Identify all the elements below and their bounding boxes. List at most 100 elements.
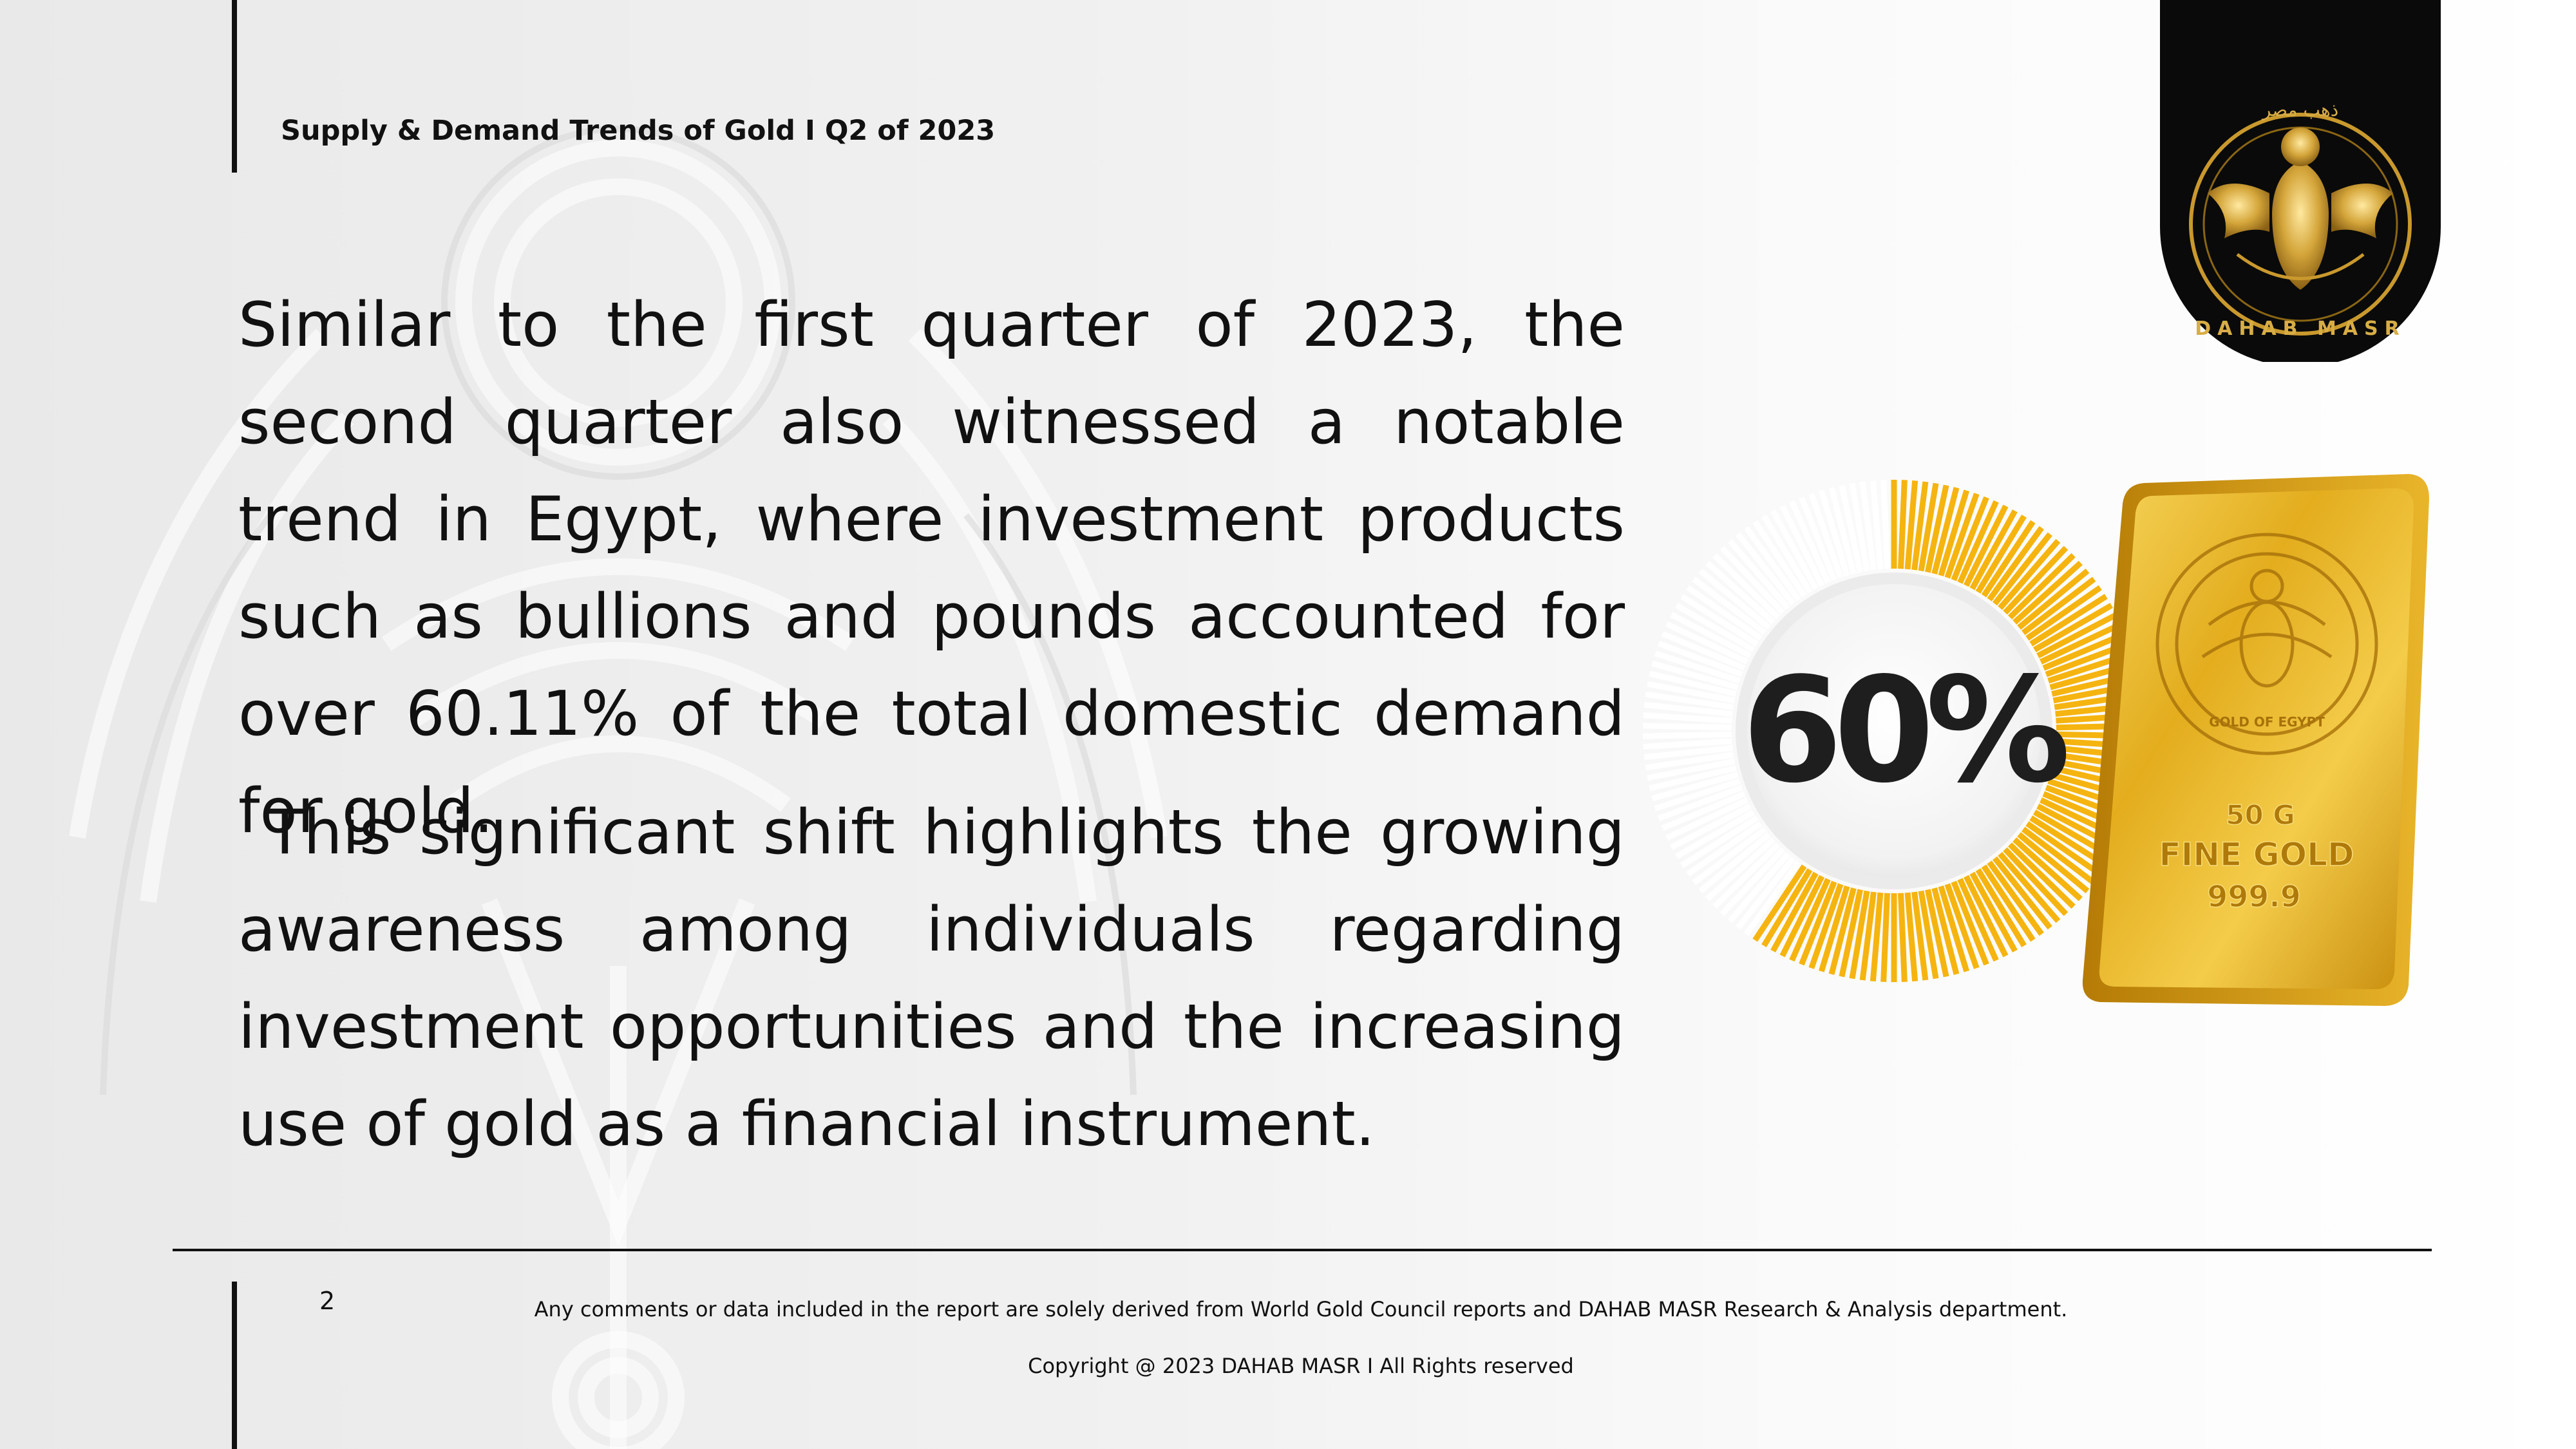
donut-tick-filled [1957, 500, 1999, 584]
donut-tick-filled [1918, 482, 1939, 572]
donut-tick-empty [1649, 670, 1737, 697]
donut-tick-filled [1870, 892, 1884, 982]
donut-tick-empty [1654, 650, 1741, 684]
donut-tick-filled [1981, 520, 2036, 598]
donut-tick-filled [1904, 480, 1918, 570]
donut-tick-empty [1645, 691, 1734, 710]
donut-tick-filled [1818, 885, 1850, 972]
donut-tick-empty [1675, 810, 1756, 859]
donut-tick-filled [1964, 504, 2009, 587]
donut-tick-empty [1686, 821, 1763, 877]
logo-arabic-text: ذهب مصر [2261, 99, 2338, 120]
donut-tick-filled [1981, 864, 2036, 942]
donut-tick-empty [1680, 815, 1759, 868]
donut-center [1747, 584, 2041, 878]
donut-tick-empty [1661, 630, 1746, 671]
donut-tick-filled [1911, 481, 1929, 571]
donut-tick-filled [1944, 493, 1980, 579]
donut-tick-empty [1828, 487, 1857, 575]
donut-tick-filled [2017, 832, 2090, 894]
donut-tick-empty [1643, 712, 1732, 724]
donut-tick-filled [1993, 532, 2052, 606]
donut-tick-filled [1924, 484, 1949, 573]
donut-tick-empty [1761, 515, 1813, 594]
donut-tick-filled [1924, 889, 1949, 978]
donut-tick-empty [1642, 731, 1732, 739]
donut-tick-filled [2029, 594, 2108, 647]
donut-tick-filled [2017, 568, 2090, 630]
footer-divider [173, 1249, 2432, 1251]
gold-bar-image: GOLD OF EGYPT 50 G FINE GOLD 999.9 [2082, 474, 2429, 1006]
donut-tick-empty [1657, 784, 1743, 822]
donut-tick-filled [2022, 826, 2096, 886]
logo-brand-text: DAHAB MASR [2195, 317, 2406, 340]
donut-tick-empty [1849, 482, 1870, 572]
donut-tick-empty [1870, 480, 1884, 570]
donut-tick-empty [1661, 791, 1746, 831]
donut-tick-empty [1808, 493, 1844, 579]
donut-tick-empty [1859, 481, 1877, 571]
donut-tick-filled [1964, 875, 2009, 958]
donut-tick-empty [1654, 778, 1741, 811]
donut-tick-filled [1770, 871, 1819, 952]
donut-tick-empty [1670, 803, 1752, 850]
page-number: 2 [319, 1287, 336, 1315]
donut-tick-filled [1904, 892, 1918, 982]
donut-tick-filled [1898, 480, 1908, 569]
donut-tick-empty [1779, 504, 1824, 587]
donut-tick-filled [1938, 885, 1970, 972]
footer-accent-bar [232, 1282, 237, 1449]
donut-tick-filled [1918, 890, 1939, 980]
donut-tick-filled [1808, 883, 1844, 969]
donut-tick-empty [1647, 681, 1736, 704]
donut-tick-filled [2025, 585, 2102, 641]
header-accent-bar [232, 0, 237, 173]
donut-tick-empty [1680, 594, 1759, 647]
donut-tick-filled [1987, 526, 2044, 601]
donut-tick-filled [1931, 487, 1960, 575]
donut-tick-filled [2032, 603, 2113, 652]
donut-tick-filled [1799, 880, 1837, 966]
donut-tick-empty [1665, 797, 1748, 841]
donut-tick-empty [1799, 496, 1837, 582]
donut-tick-empty [1643, 744, 1733, 761]
donut-tick-filled [1951, 880, 1989, 966]
donut-tick-filled [1752, 864, 1807, 942]
donut-tick-filled [1993, 856, 2052, 930]
donut-tick-empty [1645, 752, 1734, 771]
donut-tick-filled [2007, 553, 2076, 620]
donut-tick-empty [1657, 640, 1743, 677]
donut-tick-filled [1957, 878, 1999, 962]
donut-tick-filled [1987, 860, 2044, 936]
donut-tick-empty [1675, 603, 1756, 652]
donut-tick-filled [2025, 821, 2102, 877]
donut-tick-filled [1998, 538, 2061, 611]
donut-tick-filled [1761, 868, 1813, 947]
gold-bar-type: FINE GOLD [2159, 836, 2354, 873]
donut-tick-empty [1692, 826, 1766, 886]
donut-tick-empty [1698, 568, 1771, 630]
donut-tick-empty [1880, 480, 1890, 569]
donut-tick-empty [1839, 484, 1864, 573]
donut-tick-empty [1642, 723, 1732, 731]
background-emblem-watermark [100, 126, 1137, 1095]
donut-tick-empty [1770, 509, 1819, 591]
donut-tick-filled [1998, 851, 2061, 923]
donut-tick-filled [2003, 847, 2069, 916]
donut-tick-empty [1670, 612, 1752, 659]
donut-tick-filled [1975, 868, 2027, 947]
percentage-label: 60% [1742, 647, 2067, 815]
donut-tick-empty [1649, 765, 1737, 791]
donut-tick-filled [2040, 621, 2123, 665]
donut-tick-filled [1859, 891, 1877, 981]
donut-tick-empty [1643, 701, 1733, 717]
donut-tick-empty [1736, 532, 1795, 606]
donut-tick-empty [1719, 847, 1785, 916]
donut-tick-empty [1712, 842, 1781, 909]
donut-tick-filled [1969, 871, 2018, 952]
donut-tick-empty [1752, 520, 1807, 598]
donut-tick-filled [2012, 560, 2083, 625]
donut-tick-empty [1744, 860, 1801, 936]
donut-tick-filled [1911, 891, 1929, 981]
